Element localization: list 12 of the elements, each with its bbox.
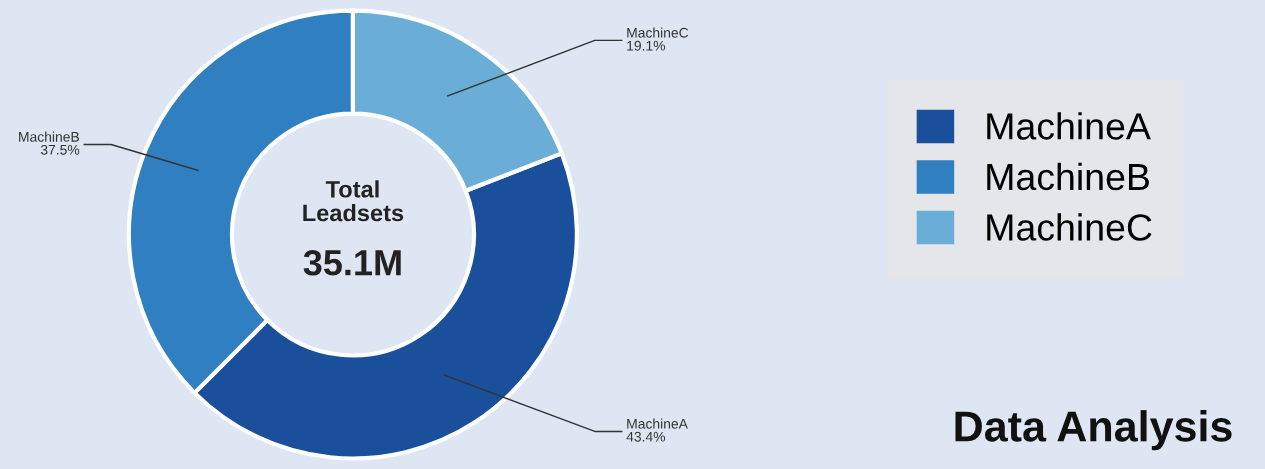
legend-label: MachineC	[987, 213, 1152, 241]
slice-label: MachineB	[19, 131, 79, 142]
data-label: 19.1%	[627, 40, 666, 51]
text: Data Analysis	[955, 410, 1232, 451]
slice-label: MachineA	[627, 418, 688, 429]
text: Total Leadsets	[303, 180, 404, 222]
slice-label: MachineC	[627, 27, 689, 38]
data-label: 37.5%	[40, 144, 80, 155]
legend-label: MachineA	[987, 112, 1151, 140]
legend-label: MachineB	[987, 162, 1149, 191]
text: 35.1M	[303, 249, 401, 276]
data-label: 43.4%	[626, 431, 666, 442]
